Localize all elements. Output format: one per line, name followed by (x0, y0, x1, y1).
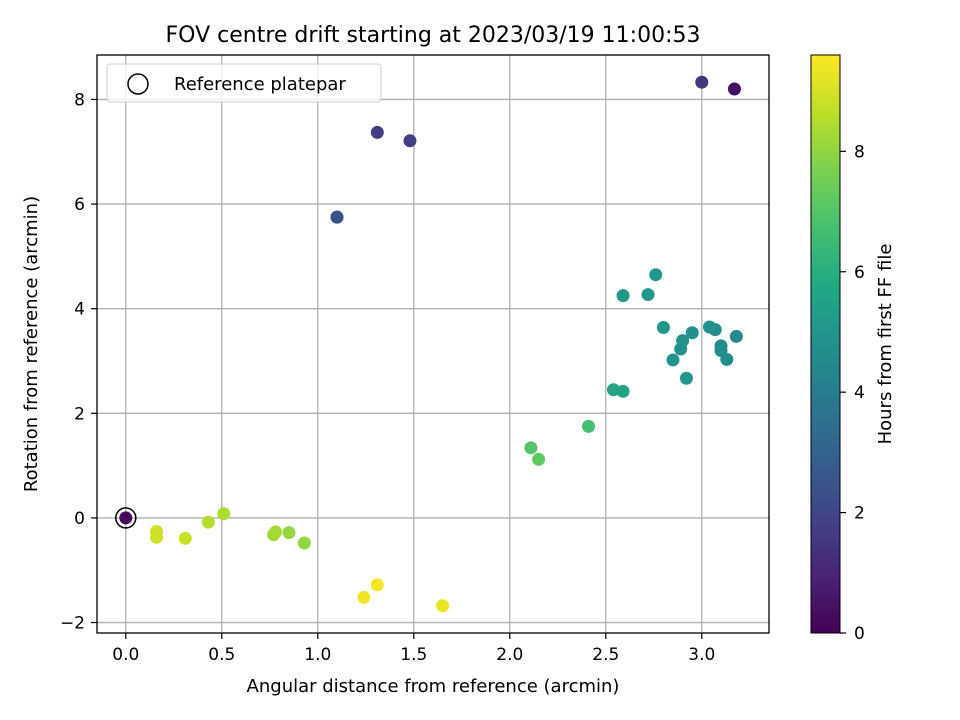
colorbar-tick-label: 2 (854, 504, 865, 524)
x-axis-ticks: 0.0 0.5 1.0 1.5 2.0 2.5 3.0 (112, 633, 715, 665)
data-point (436, 599, 450, 613)
data-point (297, 536, 311, 550)
data-point (282, 526, 296, 540)
data-point (370, 125, 384, 139)
data-point (330, 210, 344, 224)
y-tick-label: 4 (74, 300, 85, 320)
colorbar-tick-label: 6 (854, 263, 865, 283)
data-point (702, 320, 716, 334)
data-point (201, 515, 215, 529)
data-points (115, 75, 743, 613)
x-tick-label: 1.5 (400, 645, 427, 665)
x-tick-label: 2.0 (496, 645, 523, 665)
y-axis-label: Rotation from reference (arcmin) (21, 196, 42, 492)
data-point (641, 288, 655, 302)
colorbar-ticks: 0 2 4 6 8 (840, 142, 865, 644)
data-point (357, 590, 371, 604)
data-point (656, 321, 670, 335)
data-point (119, 511, 133, 525)
x-tick-label: 0.0 (112, 645, 139, 665)
data-point (695, 75, 709, 89)
data-point (727, 82, 741, 96)
colorbar: 0 2 4 6 8 Hours from first FF file (810, 54, 896, 644)
data-point (532, 452, 546, 466)
colorbar-tick-label: 0 (854, 624, 865, 644)
data-point (679, 371, 693, 385)
data-point (217, 507, 231, 521)
x-tick-label: 3.0 (688, 645, 715, 665)
legend-label: Reference platepar (174, 74, 346, 95)
y-tick-label: 6 (74, 195, 85, 215)
y-tick-label: 2 (74, 404, 85, 424)
colorbar-gradient (810, 54, 841, 634)
y-axis-ticks: −2 0 2 4 6 8 (60, 90, 97, 634)
data-point (178, 531, 192, 545)
chart-title: FOV centre drift starting at 2023/03/19 … (166, 23, 701, 48)
y-tick-label: 8 (74, 90, 85, 110)
grid-lines (97, 55, 769, 633)
colorbar-tick-label: 4 (854, 383, 865, 403)
data-point (403, 134, 417, 148)
data-point (269, 525, 283, 539)
colorbar-label: Hours from first FF file (875, 244, 896, 445)
data-point (582, 419, 596, 433)
data-point (616, 384, 630, 398)
x-tick-label: 2.5 (592, 645, 619, 665)
data-point (714, 344, 728, 358)
x-tick-label: 1.0 (304, 645, 331, 665)
data-point (685, 326, 699, 340)
data-point (606, 383, 620, 397)
y-tick-label: −2 (60, 614, 85, 634)
y-tick-label: 0 (74, 509, 85, 529)
legend: Reference platepar (106, 63, 382, 103)
legend-box (106, 63, 382, 103)
colorbar-tick-label: 8 (854, 142, 865, 162)
data-point (370, 578, 384, 592)
plot-frame (96, 54, 770, 634)
legend-marker-hollow-circle (127, 73, 149, 95)
reference-platepar-marker (115, 507, 137, 529)
data-point (616, 289, 630, 303)
x-axis-label: Angular distance from reference (arcmin) (247, 676, 620, 697)
data-point (666, 353, 680, 367)
data-point (649, 268, 663, 282)
data-point (729, 329, 743, 343)
data-point (674, 342, 688, 356)
x-tick-label: 0.5 (208, 645, 235, 665)
data-point (150, 525, 164, 539)
data-point (524, 441, 538, 455)
